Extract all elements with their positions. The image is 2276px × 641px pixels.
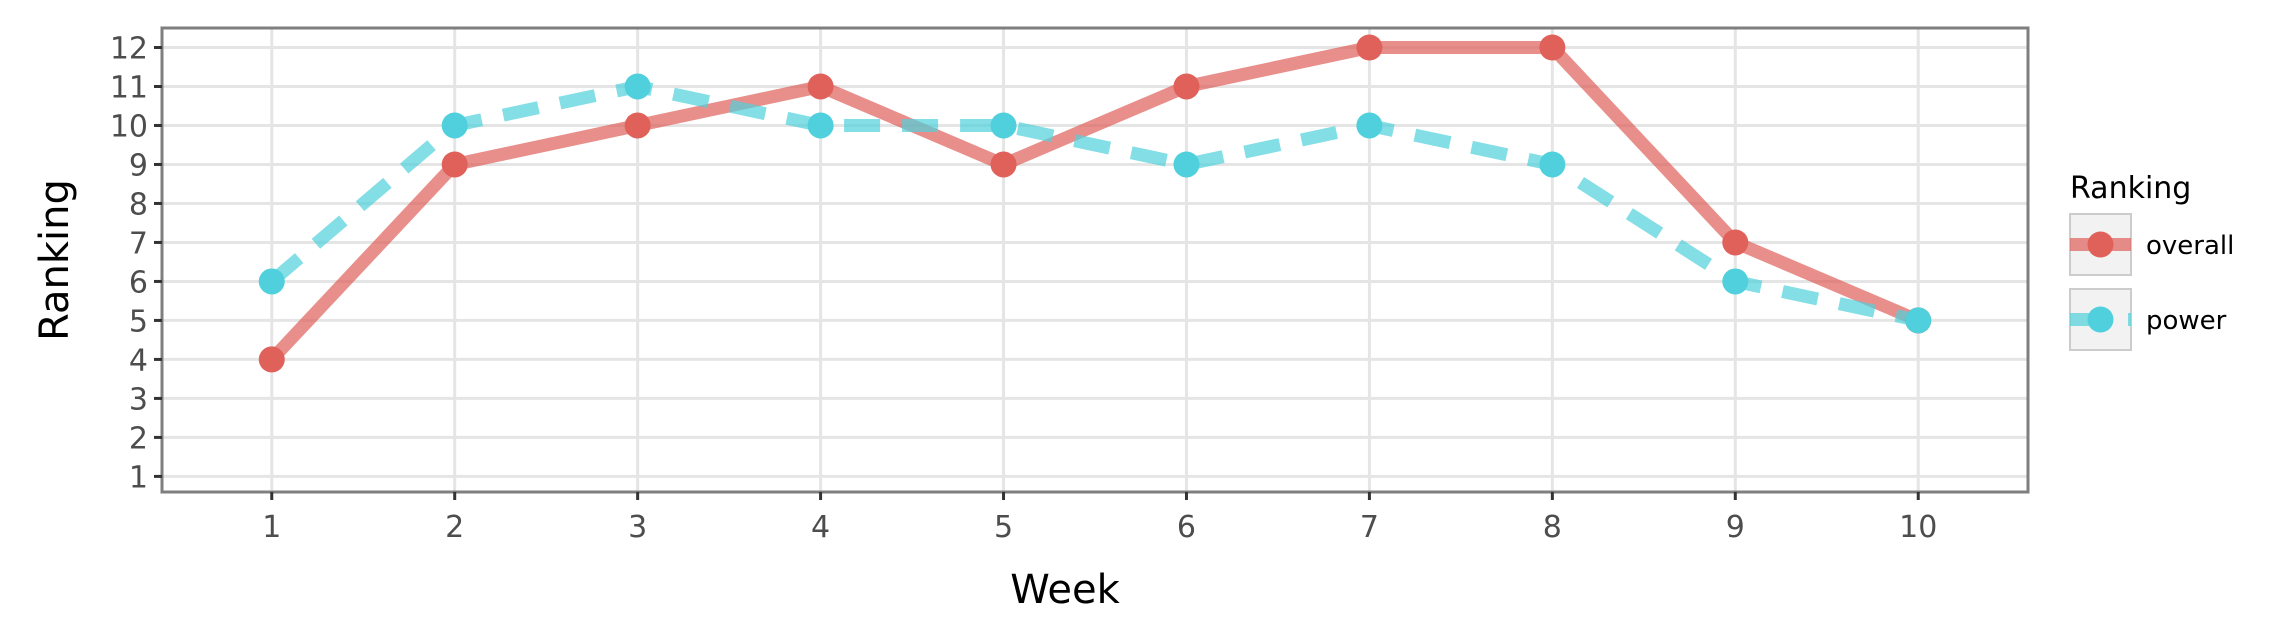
y-tick-label: 5 [129,304,148,339]
legend-label-power: power [2146,306,2227,336]
legend-key-point [2087,306,2114,333]
data-point-overall [258,346,285,373]
data-point-power [1173,151,1200,178]
series-lines [267,40,1921,364]
y-tick-label: 3 [129,382,148,417]
data-point-overall [1722,229,1749,256]
data-point-overall [1539,34,1566,61]
data-point-power [258,268,285,295]
data-point-overall [1173,73,1200,100]
data-point-power [807,112,834,139]
y-tick-label: 2 [129,421,148,456]
y-axis-title: Ranking [32,179,78,341]
legend-title: Ranking [2070,171,2191,206]
x-tick-label: 5 [994,510,1013,545]
x-axis-ticks: 1 2 3 4 5 6 7 8 9 10 [262,492,1937,545]
y-tick-label: 10 [110,109,148,144]
data-point-overall [990,151,1017,178]
data-point-power [1722,268,1749,295]
data-point-overall [1356,34,1383,61]
legend-label-overall: overall [2146,231,2234,261]
x-tick-label: 9 [1726,510,1745,545]
series-line-overall [267,40,1921,364]
x-tick-label: 6 [1177,510,1196,545]
x-tick-label: 4 [811,510,830,545]
y-tick-label: 4 [129,343,148,378]
x-axis-title: Week [1010,567,1120,613]
series-points [258,34,1932,373]
legend-key-point [2087,231,2114,258]
data-point-overall [807,73,834,100]
data-point-power [1539,151,1566,178]
data-point-power [1905,307,1932,334]
legend: Ranking overall power [2069,171,2234,351]
x-tick-label: 10 [1899,510,1937,545]
series-line-power [267,79,1920,327]
x-tick-label: 2 [445,510,464,545]
grid-lines [162,28,2028,492]
y-tick-label: 1 [129,460,148,495]
y-tick-label: 6 [129,265,148,300]
data-point-power [1356,112,1383,139]
x-tick-label: 7 [1360,510,1379,545]
plot-border [160,26,2030,494]
y-tick-label: 8 [129,187,148,222]
y-tick-label: 9 [129,148,148,183]
y-tick-label: 11 [110,70,148,105]
y-tick-label: 12 [110,31,148,66]
y-tick-label: 7 [129,226,148,261]
data-point-overall [441,151,468,178]
data-point-overall [624,112,651,139]
data-point-power [990,112,1017,139]
plot-background [162,28,2028,492]
x-tick-label: 3 [628,510,647,545]
data-point-power [441,112,468,139]
x-tick-label: 1 [262,510,281,545]
x-tick-label: 8 [1543,510,1562,545]
data-point-power [624,73,651,100]
